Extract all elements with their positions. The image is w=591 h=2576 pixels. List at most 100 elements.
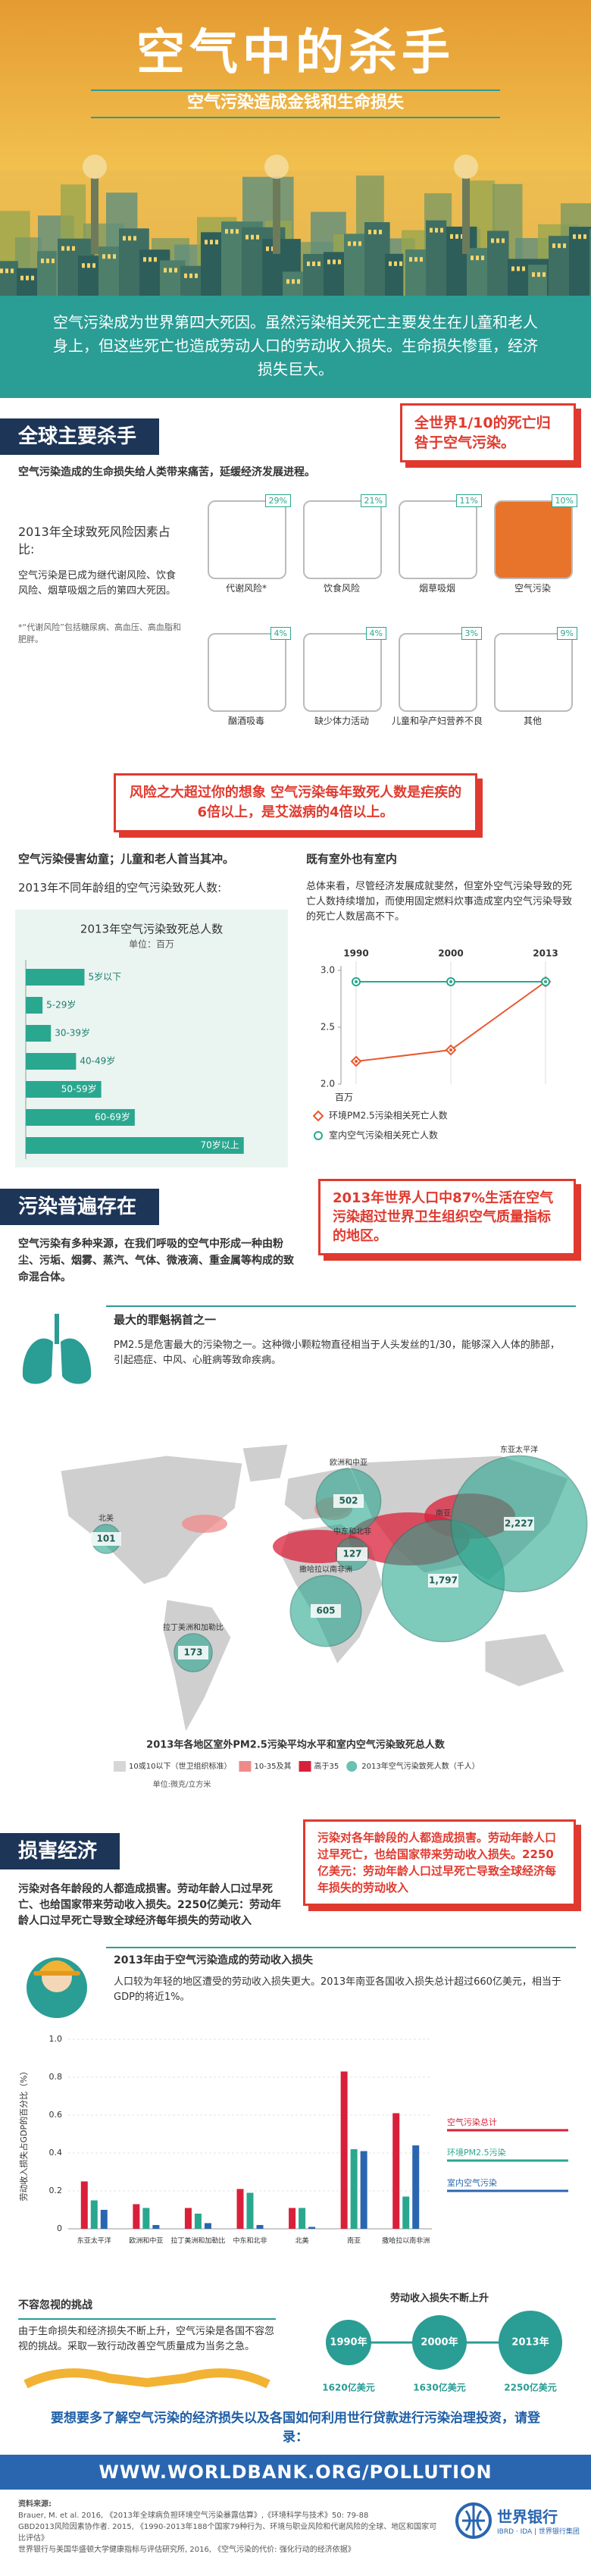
window bbox=[225, 229, 228, 234]
bar bbox=[350, 2149, 358, 2229]
window bbox=[440, 227, 443, 233]
window bbox=[210, 240, 213, 245]
building bbox=[426, 220, 447, 296]
building bbox=[0, 261, 18, 296]
region-label: 东亚太平洋 bbox=[500, 1444, 538, 1454]
bar bbox=[26, 1025, 52, 1042]
callout: 2013年世界人口中87%生活在空气污染超过世界卫生组织空气质量指标的地区。 bbox=[318, 1179, 576, 1255]
risk-text: 空气污染是已成为继代谢风险、饮食风险、烟草吸烟之后的第四大死因。 bbox=[18, 570, 177, 597]
building bbox=[324, 252, 348, 296]
y-tick-label: 1.0 bbox=[49, 2034, 63, 2044]
window bbox=[236, 229, 239, 234]
window bbox=[317, 261, 321, 266]
window bbox=[174, 268, 177, 273]
window bbox=[154, 257, 157, 262]
trend-title: 劳动收入损失不断上升 bbox=[390, 2292, 489, 2305]
x-tick-label: 拉丁美洲和加勒比 bbox=[170, 2236, 225, 2245]
trend-amount: 2250亿美元 bbox=[504, 2382, 556, 2393]
risk-label: 其他 bbox=[523, 716, 542, 726]
risk-share: 4% bbox=[270, 627, 291, 640]
bar bbox=[26, 997, 43, 1014]
y-tick-label: 2.0 bbox=[321, 1079, 335, 1089]
window bbox=[92, 263, 95, 268]
bar bbox=[246, 2192, 254, 2229]
window bbox=[333, 259, 336, 265]
trend-year: 1990年 bbox=[330, 2336, 367, 2349]
window bbox=[245, 234, 249, 240]
logo-globe bbox=[462, 2505, 485, 2536]
legend-label: 环境PM2.5污染相关死亡人数 bbox=[329, 1110, 448, 1121]
window bbox=[583, 234, 586, 240]
loss-trend: 劳动收入损失不断上升 1990年 1620亿美元 2000年 1630亿美元 2013年 2… bbox=[322, 2292, 562, 2393]
window bbox=[67, 246, 70, 251]
window bbox=[61, 246, 64, 251]
bar-label: 5-29岁 bbox=[46, 999, 76, 1011]
url[interactable]: WWW.WORLDBANK.ORG/POLLUTION bbox=[98, 2462, 492, 2483]
bar-label: 30-39岁 bbox=[55, 1027, 90, 1039]
window bbox=[399, 261, 402, 266]
risk-label: 饮食风险 bbox=[323, 583, 360, 594]
url-band bbox=[0, 2455, 591, 2490]
risk-label: 儿童和孕产妇营养不良 bbox=[391, 716, 483, 726]
window bbox=[389, 261, 392, 266]
window bbox=[82, 263, 85, 268]
bar bbox=[402, 2196, 410, 2229]
callout: 全世界1/10的死亡归咎于空气污染。 bbox=[400, 403, 576, 462]
smokestack bbox=[273, 178, 280, 254]
y-tick-label: 2.5 bbox=[321, 1022, 335, 1033]
legend-label: 空气污染总计 bbox=[447, 2117, 497, 2127]
source-item: GBD2013风险因素协作者. 2015, 《1990-2013年188个国家7… bbox=[18, 2523, 437, 2543]
window bbox=[41, 259, 44, 264]
window bbox=[205, 240, 208, 245]
legend-label: 室内空气污染 bbox=[447, 2177, 497, 2188]
risk-share: 29% bbox=[264, 494, 291, 507]
sources: 资料来源: Brauer, M. et al. 2016, 《2013年全球病负… bbox=[18, 2499, 442, 2556]
risk-label: 空气污染 bbox=[514, 583, 551, 594]
bubble-label-bg bbox=[337, 1547, 367, 1561]
pm-heading: 最大的罪魁祸首之一 bbox=[114, 1313, 217, 1327]
x-tick-label: 东亚太平洋 bbox=[77, 2236, 111, 2245]
risk-label: 缺少体力活动 bbox=[314, 716, 369, 726]
y-tick-label: 0 bbox=[57, 2223, 62, 2233]
window bbox=[522, 266, 525, 271]
bar-label: 60-69岁 bbox=[95, 1111, 130, 1123]
risk-label: 代谢风险* bbox=[225, 583, 267, 594]
smoke bbox=[264, 155, 289, 179]
window bbox=[149, 257, 152, 262]
window bbox=[312, 261, 315, 266]
bar-label: 50-59岁 bbox=[61, 1083, 97, 1095]
logo-ring bbox=[455, 2502, 492, 2539]
world-map: 101 北美 173 拉丁美洲和加勒比 502 欧洲和中亚 127 中东和北非 605 撒哈拉以南… bbox=[60, 1443, 588, 1789]
y-tick-label: 0.8 bbox=[49, 2072, 63, 2082]
landmass bbox=[242, 1443, 289, 1483]
region-label: 北美 bbox=[98, 1513, 114, 1523]
lead-text: 空气污染造成的生命损失给人类带来痛苦，延缓经济发展进程。 bbox=[18, 466, 315, 478]
bar bbox=[184, 2208, 192, 2229]
lung bbox=[22, 1338, 53, 1384]
sources-title: 资料来源: bbox=[18, 2500, 52, 2509]
bar bbox=[152, 2225, 160, 2229]
window bbox=[251, 234, 254, 240]
trend-year: 2013年 bbox=[511, 2336, 549, 2349]
callout: 污染对各年龄段的人都造成损害。劳动年龄人口过早死亡，也给国家带来劳动收入损失。2… bbox=[303, 1819, 576, 1906]
risk-card: 9% bbox=[494, 627, 577, 712]
bubble-label-bg bbox=[91, 1532, 121, 1546]
legend-label: 10-35及其 bbox=[254, 1762, 291, 1771]
bar bbox=[80, 2181, 88, 2229]
bubble-label: 173 bbox=[183, 1647, 202, 1658]
window bbox=[143, 257, 146, 262]
bubble-label-bg bbox=[504, 1517, 534, 1531]
window bbox=[11, 268, 14, 274]
section-heading: 全球主要杀手 bbox=[0, 418, 160, 455]
bubble-label: 1,797 bbox=[429, 1575, 458, 1586]
region-label: 欧洲和中亚 bbox=[330, 1457, 367, 1467]
window bbox=[420, 257, 423, 262]
panel-subheading: 2013年不同年龄组的空气污染致死人数: bbox=[18, 881, 222, 895]
point-dot bbox=[355, 980, 358, 983]
window bbox=[31, 275, 34, 280]
window bbox=[113, 254, 116, 259]
cta: 要想要多了解空气污染的经济损失以及各国如何利用世行贷款进行污染治理投资，请登录： bbox=[51, 2411, 540, 2445]
bubble-label: 2,227 bbox=[505, 1518, 533, 1529]
logo-mark bbox=[455, 2502, 492, 2539]
risk-card: 4% bbox=[208, 627, 291, 712]
